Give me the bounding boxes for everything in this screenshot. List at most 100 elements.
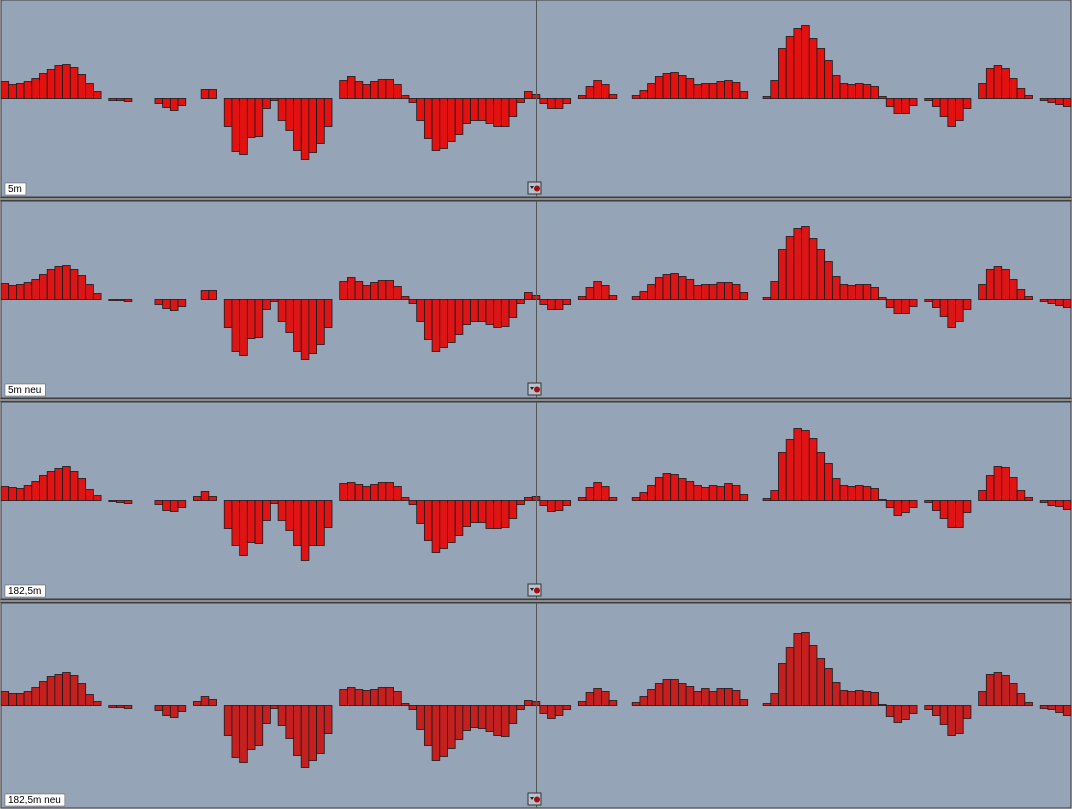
bar [477, 500, 487, 523]
bar [908, 705, 918, 714]
panel-icon-dot [534, 796, 540, 803]
bar [824, 668, 833, 706]
bar [770, 80, 779, 99]
bar [801, 632, 810, 706]
bar [377, 280, 387, 300]
bar [439, 299, 448, 348]
bar [993, 65, 1003, 99]
bar [831, 682, 841, 706]
bar [962, 500, 972, 513]
bar [31, 481, 40, 501]
bar [785, 236, 795, 300]
panel-label: 5m neu [8, 385, 41, 396]
bar [947, 500, 956, 528]
panel-icon-dot [534, 386, 540, 393]
bar [785, 36, 795, 99]
bar [308, 299, 318, 354]
bar [924, 705, 933, 710]
bar [870, 86, 879, 99]
bar [739, 494, 749, 501]
bar [308, 705, 318, 761]
bar [639, 696, 649, 706]
bar [270, 98, 279, 101]
bar [354, 484, 364, 501]
bar [62, 265, 71, 300]
bar [593, 688, 602, 706]
bar [85, 284, 94, 300]
bar [293, 705, 302, 756]
bar [547, 500, 556, 512]
bar [1024, 497, 1033, 501]
bar [439, 98, 448, 149]
bar [724, 80, 733, 99]
bar [169, 500, 179, 512]
bar [293, 98, 302, 151]
bar [408, 705, 418, 710]
bar [169, 299, 179, 311]
bar [808, 645, 818, 706]
bar [400, 703, 410, 706]
bar [377, 79, 387, 99]
bar [316, 500, 325, 546]
bar [431, 500, 441, 553]
bar [731, 690, 741, 706]
bar [246, 500, 256, 543]
bar [8, 487, 17, 501]
bar [277, 98, 287, 121]
bar [601, 691, 610, 706]
bar [323, 500, 333, 528]
bar [316, 98, 325, 144]
bar [362, 285, 371, 300]
bar [385, 79, 394, 99]
bar [46, 269, 56, 300]
bar [377, 482, 387, 501]
bar [431, 299, 441, 352]
bar [932, 98, 941, 107]
bar [1024, 95, 1033, 99]
bar [354, 281, 364, 300]
bar [839, 284, 849, 300]
bar [1016, 693, 1026, 706]
bar [431, 705, 441, 761]
bar [577, 95, 587, 99]
bar [485, 705, 495, 732]
bar [647, 689, 656, 706]
bar [285, 705, 294, 739]
bar [539, 98, 548, 104]
bar [393, 691, 402, 706]
bar [354, 81, 364, 99]
bar [870, 488, 879, 501]
bar [477, 299, 487, 322]
bar [462, 500, 471, 527]
bar [223, 705, 233, 736]
bar [300, 705, 310, 768]
bar [500, 500, 510, 528]
bar [15, 693, 25, 706]
bar [762, 703, 772, 706]
bar [177, 705, 187, 712]
bar [708, 691, 718, 706]
bar [162, 705, 171, 716]
bar [516, 500, 525, 505]
bar [46, 676, 56, 706]
bar [716, 81, 726, 99]
bar [277, 705, 287, 726]
bar [200, 89, 210, 99]
bar [985, 68, 995, 99]
bar [447, 98, 456, 142]
bar [393, 84, 402, 99]
bar [693, 691, 702, 706]
bar [1055, 299, 1064, 306]
bar [955, 705, 964, 734]
bar [685, 279, 695, 300]
bar [993, 672, 1003, 706]
bar [370, 81, 379, 99]
bar [670, 273, 679, 300]
bar [208, 290, 217, 300]
label-box [4, 182, 27, 196]
bar [947, 98, 956, 127]
bar [293, 500, 302, 546]
bar [346, 687, 356, 706]
bar [423, 705, 433, 746]
